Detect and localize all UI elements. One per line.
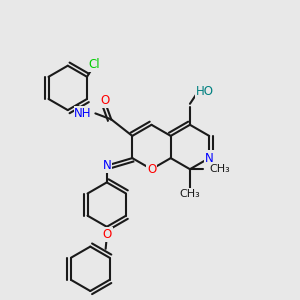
Text: Cl: Cl bbox=[89, 58, 100, 71]
Text: O: O bbox=[100, 94, 110, 107]
Text: HO: HO bbox=[196, 85, 214, 98]
Text: CH₃: CH₃ bbox=[180, 189, 200, 199]
Text: CH₃: CH₃ bbox=[209, 164, 230, 174]
Text: O: O bbox=[147, 163, 156, 176]
Text: N: N bbox=[102, 159, 111, 172]
Text: N: N bbox=[205, 152, 214, 165]
Text: NH: NH bbox=[74, 107, 92, 120]
Text: O: O bbox=[102, 228, 111, 241]
